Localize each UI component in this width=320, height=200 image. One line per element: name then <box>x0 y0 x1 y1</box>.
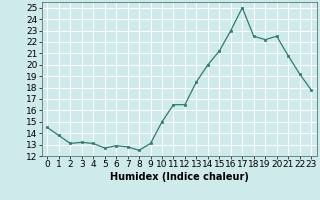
X-axis label: Humidex (Indice chaleur): Humidex (Indice chaleur) <box>110 172 249 182</box>
